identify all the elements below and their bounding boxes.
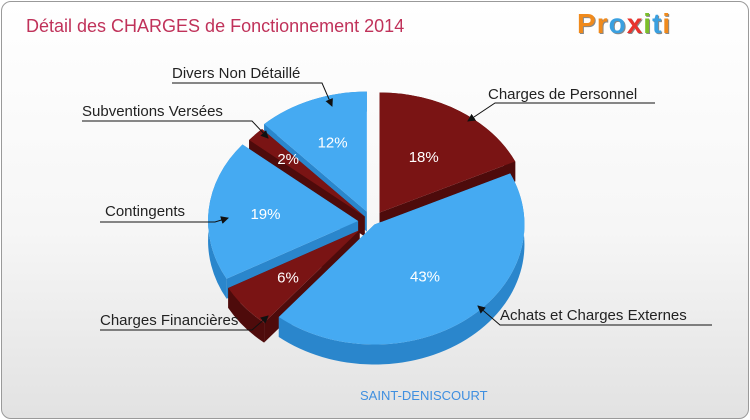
slice-percent-label: 12% (318, 134, 348, 151)
pie-slice (228, 230, 360, 323)
slice-percent-label: 19% (250, 206, 280, 223)
proxiti-logo: Proxiti (577, 8, 671, 40)
slice-percent-label: 6% (277, 270, 299, 287)
pie-slice (208, 144, 359, 279)
leader-line (477, 305, 712, 326)
leader-line (100, 216, 229, 224)
leader-line (100, 315, 269, 331)
logo-letter: P (577, 8, 597, 39)
pie-slice-wall (278, 173, 525, 365)
logo-letter: i (643, 8, 653, 39)
slice-percent-label: 18% (409, 149, 439, 166)
pie-slice (264, 91, 367, 212)
slice-percent-label: 43% (410, 269, 440, 286)
slice-category-label: Subventions Versées (82, 103, 223, 120)
slice-category-label: Contingents (105, 203, 185, 220)
pie-slice (249, 129, 365, 217)
slice-category-label: Divers Non Détaillé (172, 65, 300, 82)
logo-letter: r (596, 8, 609, 39)
chart-subtitle: SAINT-DENISCOURT (360, 388, 488, 403)
slice-category-label: Achats et Charges Externes (500, 307, 687, 324)
chart-title: Détail des CHARGES de Fonctionnement 201… (26, 16, 405, 36)
leader-line (467, 102, 655, 122)
logo-letter: x (626, 8, 644, 39)
pie-slice (379, 92, 516, 213)
leader-line (82, 120, 269, 139)
logo-letter: o (608, 8, 627, 39)
logo-letter: i (662, 8, 672, 39)
slice-category-label: Charges Financières (100, 312, 238, 329)
leader-line (172, 82, 333, 107)
pie-slice (278, 173, 525, 345)
slice-percent-label: 2% (277, 151, 299, 168)
pie-slice-wall (228, 287, 265, 343)
logo-letter: t (652, 8, 663, 39)
slice-category-label: Charges de Personnel (488, 86, 637, 103)
